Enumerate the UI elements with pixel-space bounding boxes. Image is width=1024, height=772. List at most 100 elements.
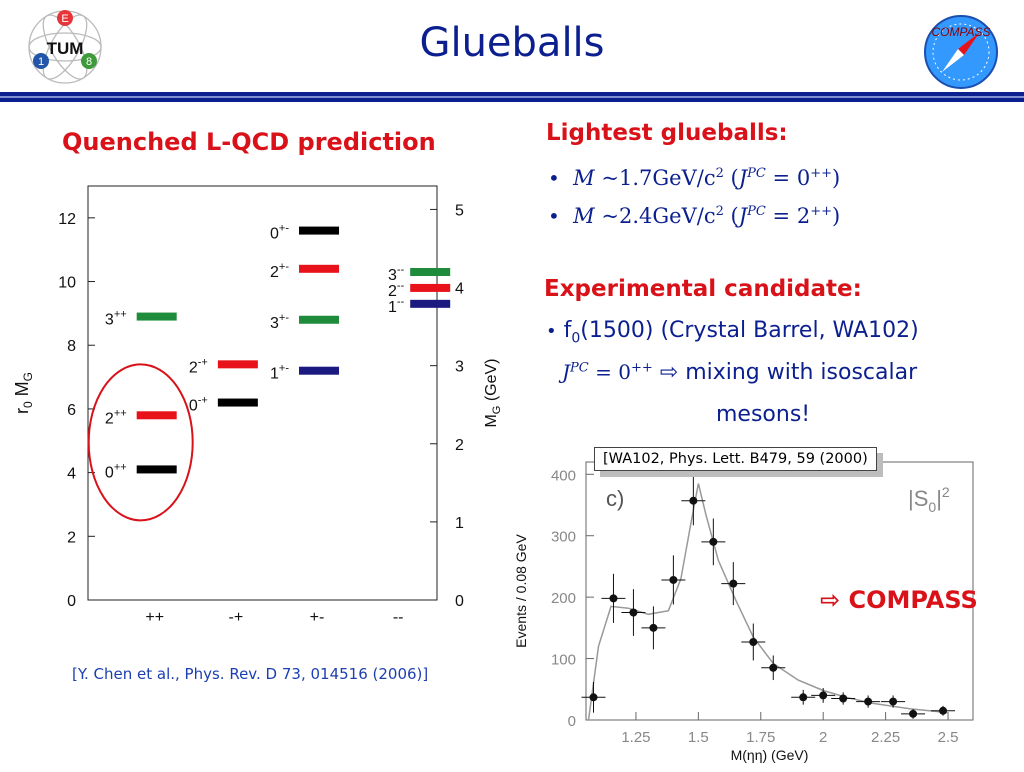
glueball-level-bar [136,411,177,420]
mass-symbol: M [573,166,595,190]
data-point [689,496,698,505]
experimental-candidate-heading: Experimental candidate: [544,276,862,302]
lightest-glueballs-heading: Lightest glueballs: [546,120,788,146]
data-point [909,709,918,718]
x-tick-label: -+ [229,609,244,626]
y-tick-label: 8 [67,338,76,355]
x-tick-label: 2.25 [871,729,900,746]
glueball-level-bar [299,315,340,324]
x-tick-label: 2.5 [938,729,959,746]
data-point [729,579,738,588]
data-point [839,694,848,703]
tum-logo: E 1 8 TUM [24,8,106,86]
left-heading: Quenched L-QCD prediction [62,128,436,156]
data-point [864,697,873,706]
y-tick-label: 400 [551,467,576,484]
glueball-level-label: 3-- [388,264,405,284]
logo-letter-1: 1 [38,56,44,68]
highlight-ellipse [87,363,194,522]
y-tick-label: 300 [551,529,576,546]
compass-logo: COMPASS [920,12,1002,90]
y-right-tick-label: 0 [455,593,464,610]
x-axis-label: M(ηη) (GeV) [731,747,809,763]
candidate-line-3: mesons! [716,402,811,427]
data-point [669,575,678,584]
data-point [629,608,638,617]
logo-letter-8: 8 [86,56,92,68]
title-separator [0,92,1024,102]
x-tick-label: -- [393,609,404,626]
glueball-level-bar [299,366,340,375]
glueball-level-bar [299,264,340,273]
y-tick-label: 10 [58,275,76,292]
wa102-reference-box: [WA102, Phys. Lett. B479, 59 (2000) [594,447,877,471]
glueball-level-label: 1+- [270,363,289,383]
glueball-level-label: 0-+ [189,395,208,415]
lqcd-reference: [Y. Chen et al., Phys. Rev. D 73, 014516… [72,665,429,683]
glueball-level-label: 1-- [388,296,405,316]
logo-text-tum: TUM [47,39,84,58]
glueball-level-bar [410,267,451,276]
glueball-level-bar [299,226,340,235]
data-point [939,706,948,715]
x-tick-label: 2 [819,729,827,746]
glueball-level-label: 3+- [270,312,289,332]
glueball-level-label: 2-- [388,280,405,300]
glueball-level-label: 0++ [105,461,127,481]
arrow-icon: ⇨ [659,360,679,385]
y-right-tick-label: 4 [455,281,464,298]
data-point [749,637,758,646]
lqcd-spectrum-chart: 0 2 4 6 8 10 12 0 1 2 3 4 5 ++ -+ +- -- r0 MG MG (GeV) 0++ 2… [0,170,520,650]
glueball-level-bar [136,465,177,474]
x-tick-label: 1.75 [746,729,775,746]
glueball-level-bar [410,299,451,308]
legend-label: |S0|2 [908,484,950,515]
data-point [889,697,898,706]
y-axis-label: Events / 0.08 GeV [513,534,529,648]
data-point [819,691,828,700]
y-tick-label: 200 [551,590,576,607]
y-tick-label: 6 [67,402,76,419]
y-tick-label: 12 [58,211,76,228]
arrow-icon: ⇨ [820,586,841,614]
glueball-level-label: 0+- [270,223,289,243]
logo-letter-e: E [61,13,68,25]
data-point [709,537,718,546]
glueball-level-label: 2+- [270,261,289,281]
x-tick-label: 1.25 [621,729,650,746]
panel-label: c) [606,486,624,511]
y-tick-label: 100 [551,652,576,669]
glueball-level-label: 2++ [105,407,127,427]
glueball-level-label: 3++ [105,309,127,329]
y-right-tick-label: 1 [455,515,464,532]
y-tick-label: 0 [568,713,576,730]
x-tick-label: 1.5 [688,729,709,746]
wa102-spectrum-chart: 0 100 200 300 400 1.25 1.5 1.75 2 2.25 2.5 M(ηη) (G… [508,440,1008,768]
mass-symbol: M [573,204,595,228]
y-tick-label: 4 [67,466,76,483]
glueball-level-bar [217,398,258,407]
y-right-tick-label: 3 [455,359,464,376]
glueball-level-label: 2-+ [189,356,208,376]
data-point [799,693,808,702]
y-right-tick-label: 5 [455,202,464,219]
candidate-line-2: JPC = 0++ ⇨ mixing with isoscalar [562,360,918,385]
glueball-level-bar [136,312,177,321]
glueball-level-bar [217,360,258,369]
y-axis-label: r0 MG [12,372,35,414]
y-tick-label: 0 [67,593,76,610]
x-tick-label: ++ [145,609,164,626]
compass-logo-text: COMPASS [931,25,990,39]
page-title: Glueballs [419,20,605,66]
compass-callout: ⇨ COMPASS [820,586,978,614]
candidate-line-1: • f0(1500) (Crystal Barrel, WA102) [546,318,919,347]
plot-frame [585,461,974,721]
data-point [769,663,778,672]
y-tick-label: 2 [67,529,76,546]
mass-formula-1: • M ~1.7GeV/c2 (JPC = 0++) [548,166,841,190]
data-point [609,594,618,603]
y-right-tick-label: 2 [455,437,464,454]
y-right-axis-label: MG (GeV) [483,358,503,427]
x-tick-label: +- [310,609,325,626]
mass-formula-2: • M ~2.4GeV/c2 (JPC = 2++) [548,204,841,228]
